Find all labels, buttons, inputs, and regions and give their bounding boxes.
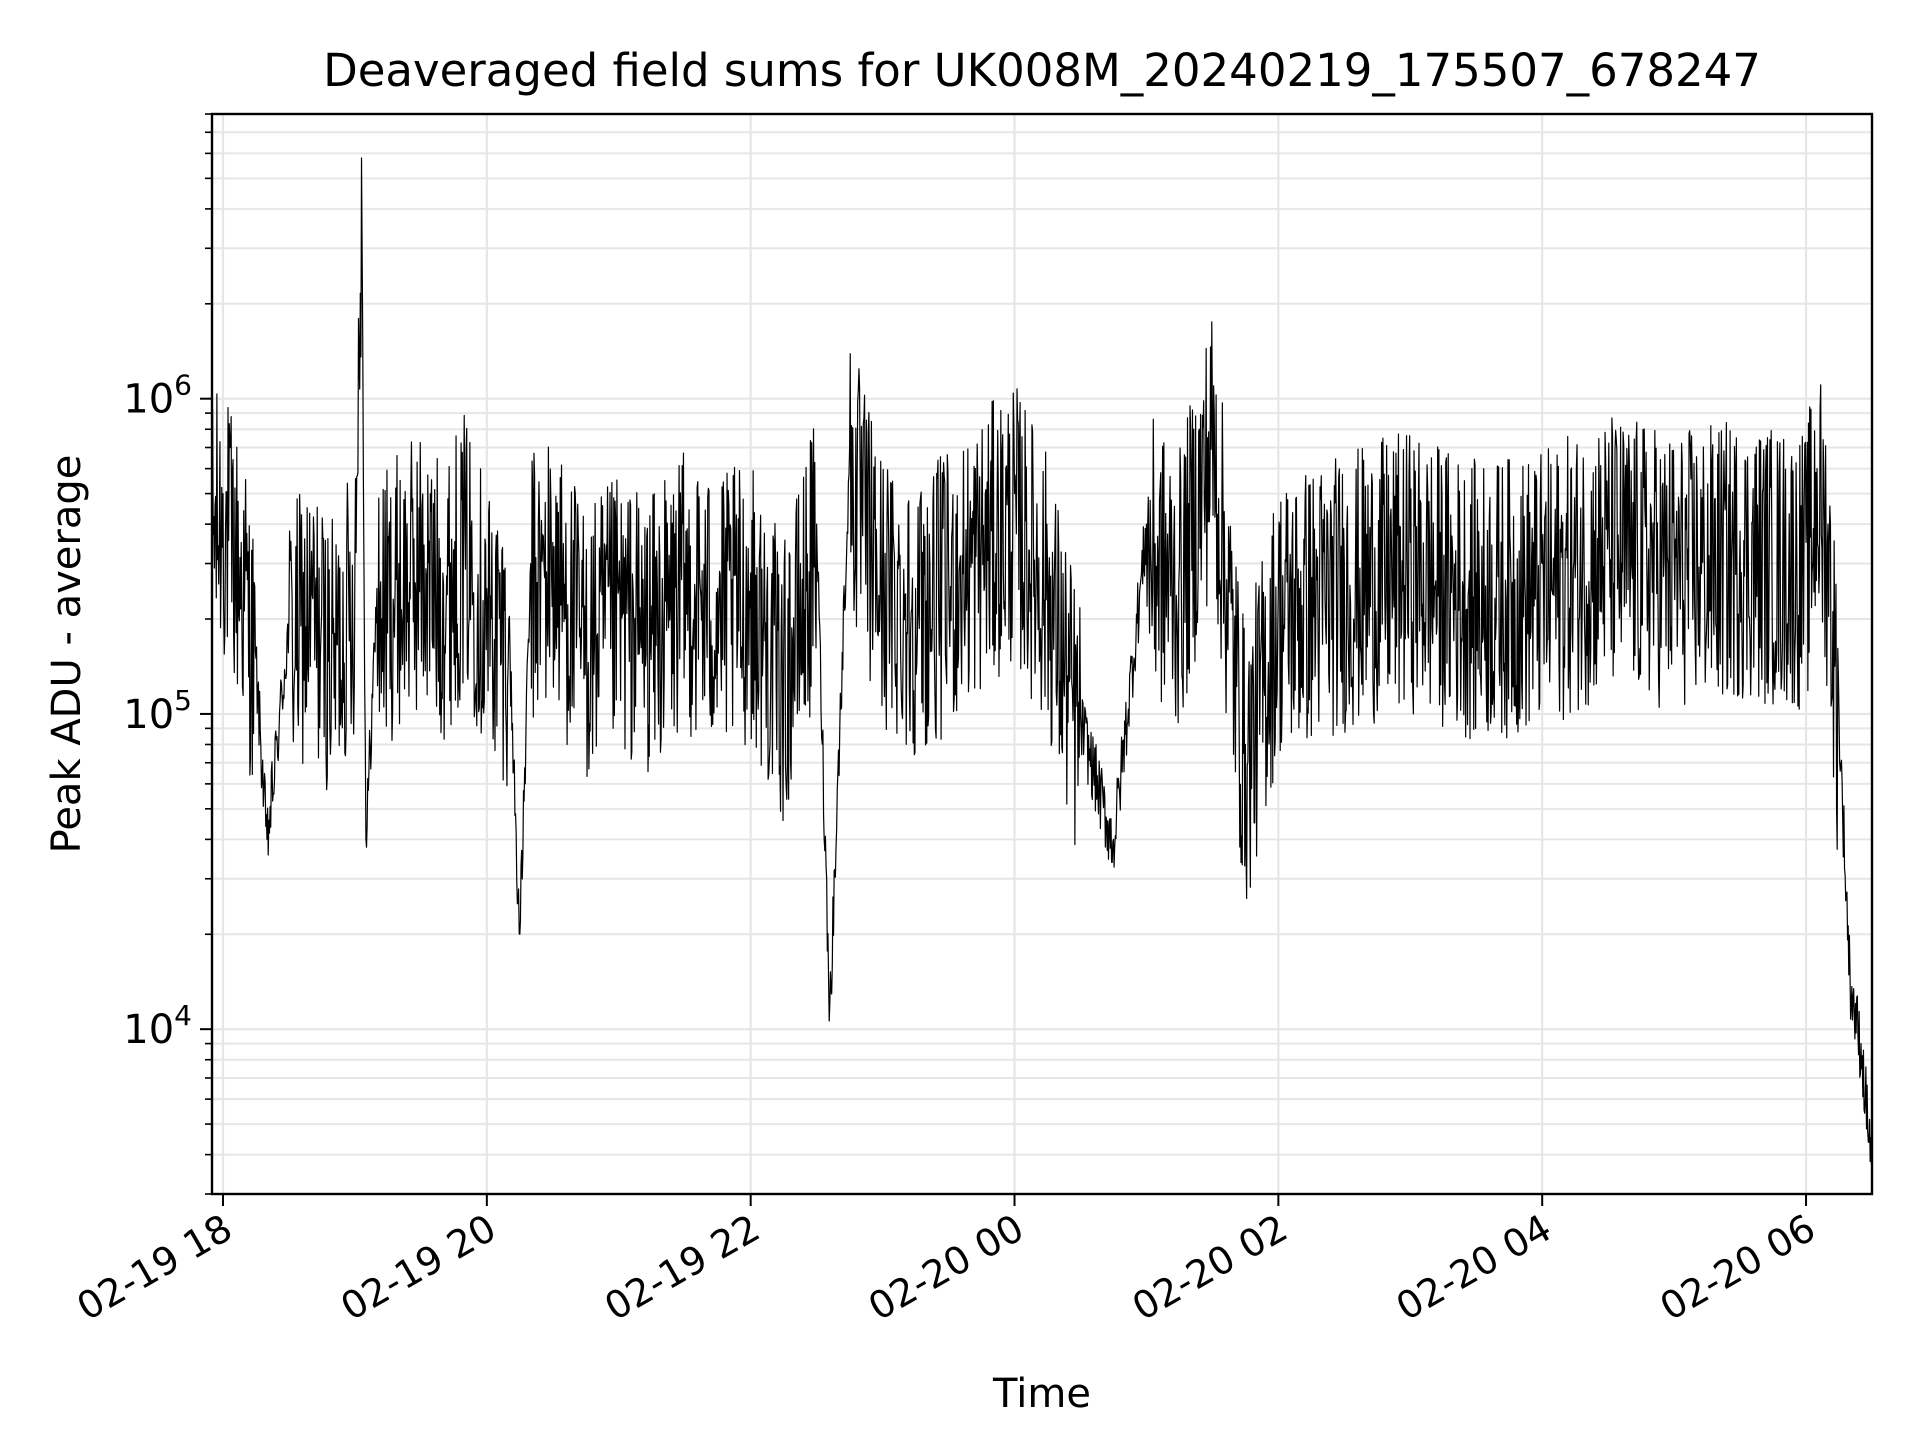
major-grid	[212, 114, 1872, 1194]
y-axis: 104 105 106	[123, 113, 212, 1195]
axes-frame	[210, 112, 1874, 1196]
chart-title: Deaveraged field sums for UK008M_2024021…	[323, 44, 1761, 97]
y-tick-label: 104	[123, 999, 192, 1053]
y-tick-label: 105	[123, 684, 192, 738]
minor-grid	[212, 113, 1872, 1195]
series-layer	[211, 157, 1873, 1165]
y-axis-label: Peak ADU - average	[44, 455, 90, 854]
y-tick-label: 106	[123, 369, 192, 423]
series-line	[211, 157, 1873, 1165]
x-axis-label: Time	[992, 1371, 1091, 1417]
plot-area	[210, 112, 1874, 1196]
